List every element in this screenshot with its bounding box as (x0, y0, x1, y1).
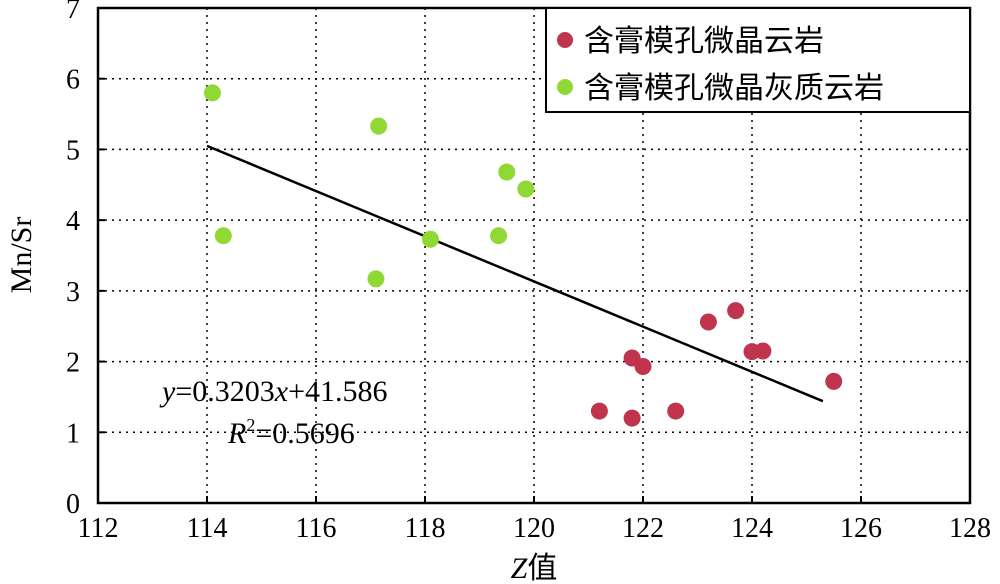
r-squared-sup: 2 (246, 415, 255, 435)
equation-x-var: x (274, 375, 289, 408)
x-tick-label: 126 (840, 513, 882, 544)
axis-ticks: 112 114 116 118 120 122 124 126 128 0 1 2 3 4 5 6 7 (66, 0, 991, 544)
x-tick-label: 128 (949, 513, 991, 544)
x-axis-title-italic: Z (511, 552, 528, 584)
data-point-series-0 (590, 402, 608, 420)
y-tick-label: 5 (66, 135, 80, 166)
y-tick-label: 6 (66, 65, 80, 96)
x-tick-label: 120 (513, 513, 555, 544)
data-point-series-0 (699, 313, 717, 331)
r-squared: R2=0.5696 (227, 415, 355, 450)
x-tick-label: 118 (405, 513, 446, 544)
data-point-series-0 (825, 372, 843, 390)
data-point-series-1 (367, 270, 385, 288)
regression-equation: y=0.3203x+41.586 (159, 375, 388, 408)
data-point-series-1 (370, 117, 388, 135)
data-point-series-0 (754, 342, 772, 360)
x-tick-label: 116 (296, 513, 337, 544)
data-point-series-1 (203, 84, 221, 102)
legend-marker-0 (557, 32, 573, 48)
data-points (203, 84, 843, 427)
data-point-series-1 (490, 227, 508, 245)
equation-coefficient: =0.3203 (175, 375, 274, 408)
x-axis-title-rest: 值 (527, 552, 557, 584)
equation-intercept: +41.586 (288, 375, 387, 408)
trendline (206, 144, 824, 403)
data-point-series-0 (667, 402, 685, 420)
legend: 含膏模孔微晶云岩 含膏模孔微晶灰质云岩 (545, 7, 971, 113)
y-tick-label: 4 (66, 206, 80, 237)
x-tick-label: 112 (78, 513, 119, 544)
r-squared-var: R (227, 417, 246, 450)
equation-y-var: y (159, 375, 176, 408)
x-tick-label: 124 (731, 513, 773, 544)
data-point-series-0 (623, 409, 641, 427)
trendline-group (206, 144, 824, 403)
legend-box (545, 7, 971, 113)
legend-label-0: 含膏模孔微晶云岩 (584, 25, 824, 58)
y-tick-label: 1 (66, 418, 80, 449)
x-tick-label: 114 (187, 513, 228, 544)
legend-label-1: 含膏模孔微晶灰质云岩 (584, 72, 884, 105)
data-point-series-1 (498, 163, 516, 181)
data-point-series-1 (214, 227, 232, 245)
grid-lines (98, 8, 970, 503)
y-tick-label: 2 (66, 348, 80, 379)
x-tick-label: 122 (622, 513, 664, 544)
data-point-series-0 (634, 358, 652, 376)
x-axis-title: Z值 (511, 552, 558, 584)
y-tick-label: 7 (66, 0, 80, 25)
y-axis-title: Mn/Sr (5, 217, 38, 294)
y-tick-label: 0 (66, 489, 80, 520)
r-squared-value: =0.5696 (255, 417, 354, 450)
data-point-series-0 (727, 302, 745, 320)
data-point-series-1 (517, 180, 535, 198)
data-point-series-1 (421, 230, 439, 248)
legend-marker-1 (557, 79, 573, 95)
y-tick-label: 3 (66, 277, 80, 308)
